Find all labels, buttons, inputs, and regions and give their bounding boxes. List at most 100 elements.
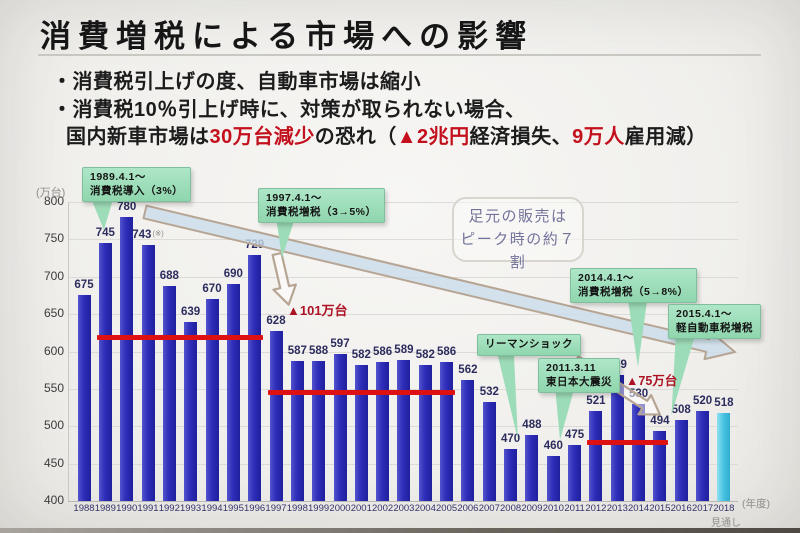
callout-line: 1989.4.1～ (90, 171, 146, 183)
y-tick-label-550: 550 (43, 380, 64, 395)
bar-2000 (333, 353, 347, 501)
callout-2014-tax-increase: 2014.4.1～ 消費税増税（5→8%） (570, 268, 697, 303)
callout-line: リーマンショック (485, 338, 573, 350)
bullet-3-seg-red: ▲2兆円 (396, 126, 470, 148)
bar-2001 (354, 365, 368, 501)
bullet-3-seg: の恐れ（ (314, 126, 397, 148)
callout-line: 2015.4.1～ (676, 308, 732, 320)
y-axis-unit-label: (万台) (36, 187, 66, 199)
x-tick-label-2012: 2012 (585, 503, 607, 514)
bullet-3-seg: 国内新車市場は (66, 126, 210, 148)
bar-value-2015: 494 (650, 414, 670, 427)
y-tick-label-700: 700 (43, 268, 64, 283)
bar-value-1994: 670 (202, 283, 222, 296)
bar-value-1995: 690 (223, 268, 243, 281)
bar-value-1988: 675 (74, 279, 94, 292)
bar-value-1989: 745 (95, 227, 115, 240)
bullet-3: 国内新車市場は30万台減少の恐れ（▲2兆円経済損失、9万人雇用減） (66, 120, 707, 149)
x-tick-label-2016: 2016 (670, 503, 692, 514)
gridline-750 (68, 239, 738, 241)
bullet-3-seg: 経済損失、 (469, 126, 573, 148)
bar-1999 (312, 360, 326, 501)
callout-line: 消費税増税（5→8%） (578, 285, 689, 298)
red-reference-line-3 (587, 439, 669, 445)
bar-1990 (120, 216, 134, 501)
x-tick-label-2005: 2005 (436, 503, 458, 514)
bar-2016 (674, 420, 688, 501)
x-tick-label-2006: 2006 (457, 503, 479, 514)
bar-value-1992: 688 (159, 269, 179, 282)
bullet-3-seg-red: 30万台減少 (209, 126, 315, 148)
callout-lehman-shock: リーマンショック (477, 334, 581, 356)
bar-value-2010: 460 (543, 440, 563, 453)
x-tick-label-1991: 1991 (137, 503, 159, 514)
bar-2006 (461, 379, 475, 501)
y-tick-label-450: 450 (43, 455, 64, 470)
bullet-1: ・消費税引上げの度、自動車市場は縮小 (52, 71, 421, 93)
x-tick-label-2014: 2014 (628, 503, 650, 514)
bar-1989 (98, 243, 112, 501)
x-axis-unit-label: (年度) (742, 498, 770, 510)
photo-bottom-edge (0, 528, 800, 533)
callout-line: 消費税増税（3→5%） (266, 205, 377, 218)
x-tick-label-2009: 2009 (521, 503, 543, 514)
bar-value-2005: 586 (437, 346, 457, 358)
bar-value-1991: 743(※) (132, 228, 164, 241)
bar-value-2008: 470 (501, 432, 521, 445)
gridline-800 (68, 202, 738, 203)
y-tick-label-400: 400 (43, 493, 64, 507)
drop-annotation-75: ▲75万台 (626, 374, 678, 388)
x-tick-label-2010: 2010 (542, 503, 564, 514)
bar-1988 (77, 295, 91, 501)
y-tick-label-800: 800 (43, 194, 64, 208)
bar-value-1990: 780 (117, 200, 137, 213)
bar-1996 (248, 255, 262, 501)
bar-2014 (632, 403, 646, 501)
x-tick-label-2002: 2002 (372, 503, 394, 514)
bar-1993 (184, 322, 198, 501)
bar-2008 (504, 448, 518, 501)
x-tick-label-1998: 1998 (286, 503, 308, 514)
drop-annotation-101: ▲101万台 (287, 303, 348, 318)
bar-2012 (589, 410, 603, 501)
x-tick-label-2011: 2011 (564, 503, 585, 514)
forecast-note: 見通し (711, 518, 741, 529)
x-tick-label-1993: 1993 (180, 503, 202, 514)
x-tick-label-2003: 2003 (393, 503, 415, 514)
peak-box-line: ピーク時の約７割 (460, 231, 576, 271)
x-tick-label-1989: 1989 (94, 503, 116, 514)
bar-1991 (141, 244, 155, 501)
callout-1997-tax-increase: 1997.4.1～ 消費税増税（3→5%） (258, 188, 385, 223)
callout-line: 軽自動車税増税 (676, 321, 753, 334)
callout-1989-tax-introduction: 1989.4.1～ 消費税導入（3%） (82, 167, 192, 202)
bar-2017 (696, 411, 710, 501)
callout-line: 1997.4.1～ (266, 192, 322, 204)
y-tick-label-750: 750 (43, 231, 64, 246)
bar-1995 (226, 284, 240, 501)
bar-2011 (568, 444, 582, 501)
bar-value-2011: 475 (565, 428, 585, 441)
bar-2005 (440, 362, 454, 501)
bar-2015 (653, 430, 667, 501)
bar-2003 (397, 359, 411, 501)
red-reference-line-1 (96, 334, 264, 340)
bar-2004 (418, 365, 432, 501)
x-tick-label-2000: 2000 (329, 503, 351, 514)
x-tick-label-1996: 1996 (244, 503, 266, 514)
bar-2010 (546, 456, 560, 501)
x-tick-label-1995: 1995 (222, 503, 244, 514)
peak-box-line: 足元の販売は (468, 208, 568, 225)
bar-2002 (376, 362, 390, 501)
bar-value-2007: 532 (479, 386, 499, 399)
x-tick-label-1999: 1999 (308, 503, 330, 514)
bar-value-2014: 530 (629, 387, 649, 400)
bar-2018 (717, 412, 731, 501)
y-tick-label-600: 600 (43, 343, 64, 358)
peak-sales-box: 足元の販売は ピーク時の約７割 (452, 197, 584, 271)
x-tick-label-2008: 2008 (500, 503, 522, 514)
callout-line: 2011.3.11 (546, 362, 597, 374)
bullet-2: ・消費税10％引上げ時に、対策が取られない場合、 (52, 99, 526, 121)
bar-value-2018: 518 (714, 396, 734, 409)
